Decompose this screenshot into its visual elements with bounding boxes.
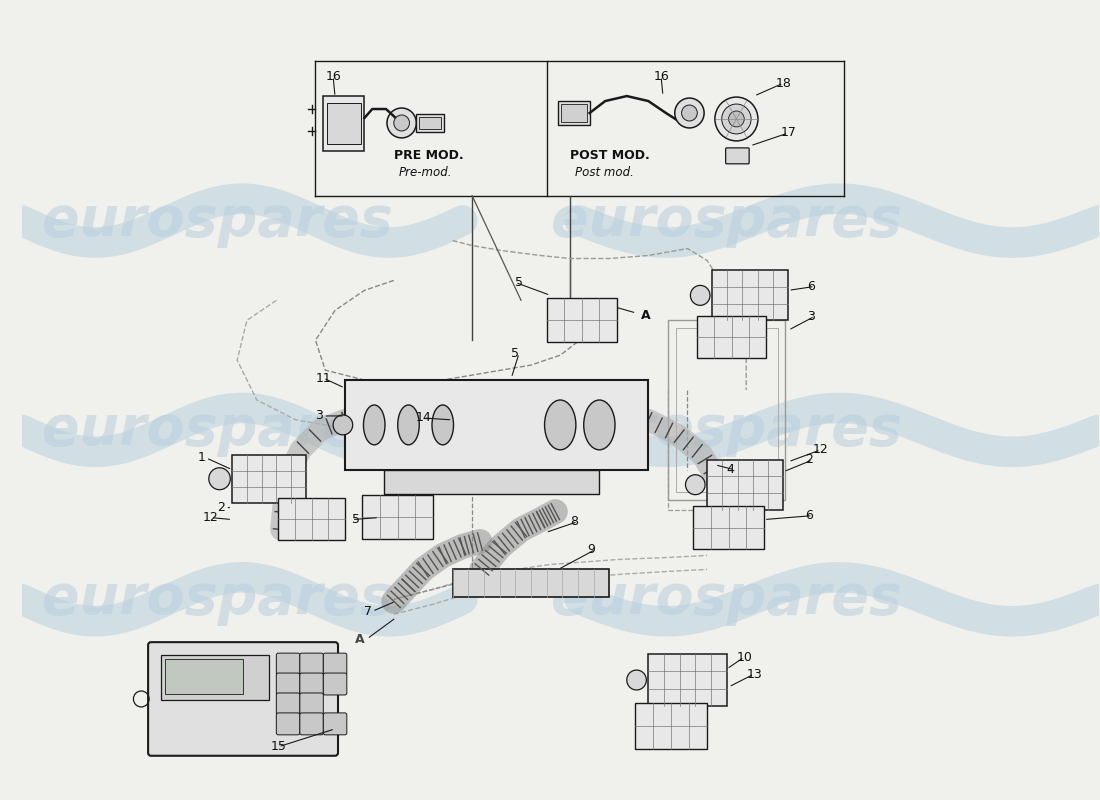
Text: 3: 3 [316,410,323,422]
Text: 16: 16 [653,70,669,82]
Text: 9: 9 [587,543,595,556]
Bar [635,703,707,749]
Text: eurospares: eurospares [551,194,902,248]
Text: 1: 1 [198,451,206,464]
Bar [363,494,433,538]
Text: 10: 10 [736,650,752,664]
Bar [384,470,600,494]
Bar [327,103,361,144]
Bar [419,117,441,129]
Bar [345,380,648,470]
Text: 12: 12 [202,511,219,524]
Ellipse shape [432,405,453,445]
FancyBboxPatch shape [323,673,346,695]
Bar [323,96,364,151]
Circle shape [715,97,758,141]
Circle shape [722,104,751,134]
Circle shape [627,670,647,690]
Text: A: A [354,633,364,646]
Text: POST MOD.: POST MOD. [570,150,650,162]
Circle shape [209,468,230,490]
Bar [648,654,727,706]
FancyBboxPatch shape [300,653,323,675]
Text: eurospares: eurospares [551,572,902,626]
Text: 8: 8 [570,515,578,528]
Text: 6: 6 [807,280,815,293]
Bar [161,655,268,700]
FancyBboxPatch shape [148,642,338,756]
FancyBboxPatch shape [323,653,346,675]
FancyBboxPatch shape [276,673,300,695]
Text: 6: 6 [805,509,813,522]
Text: eurospares: eurospares [42,572,393,626]
Ellipse shape [398,405,419,445]
FancyBboxPatch shape [300,693,323,715]
Text: 12: 12 [813,443,828,456]
Text: PRE MOD.: PRE MOD. [394,150,463,162]
Text: 14: 14 [416,411,431,425]
Text: 17: 17 [781,126,796,139]
Text: eurospares: eurospares [42,403,393,457]
Bar [547,298,617,342]
Circle shape [685,474,705,494]
FancyBboxPatch shape [323,713,346,735]
Bar [693,506,763,550]
Text: 7: 7 [364,605,373,618]
Bar [559,101,590,125]
Ellipse shape [363,405,385,445]
Bar [416,114,443,132]
Text: 13: 13 [746,667,762,681]
FancyBboxPatch shape [300,713,323,735]
Circle shape [728,111,745,127]
Text: 16: 16 [326,70,341,82]
Bar [278,498,345,539]
Text: 11: 11 [316,371,331,385]
Bar [165,659,243,694]
Bar [675,328,778,492]
Circle shape [682,105,697,121]
Text: 15: 15 [271,740,286,754]
Circle shape [333,415,353,435]
Bar [452,570,609,598]
Text: 2: 2 [218,501,226,514]
Circle shape [691,286,710,306]
Text: 3: 3 [807,310,815,322]
Text: 5: 5 [512,346,519,360]
Bar [232,455,306,502]
Bar [697,316,766,358]
Text: 18: 18 [776,77,792,90]
FancyBboxPatch shape [276,653,300,675]
Text: 2: 2 [805,454,813,466]
Bar [712,270,789,320]
Text: A: A [640,309,650,322]
Circle shape [394,115,409,131]
FancyBboxPatch shape [726,148,749,164]
Text: eurospares: eurospares [551,403,902,457]
Text: eurospares: eurospares [42,194,393,248]
FancyBboxPatch shape [300,673,323,695]
Bar [707,460,783,510]
Text: 5: 5 [515,276,522,289]
Text: 5: 5 [352,513,360,526]
Text: 4: 4 [727,463,735,476]
Ellipse shape [584,400,615,450]
Text: Pre-mod.: Pre-mod. [398,166,452,179]
Bar [668,320,785,500]
FancyBboxPatch shape [276,713,300,735]
Text: Post mod.: Post mod. [575,166,634,179]
Circle shape [674,98,704,128]
FancyBboxPatch shape [276,693,300,715]
Ellipse shape [544,400,576,450]
Circle shape [387,108,416,138]
Bar [561,104,586,122]
